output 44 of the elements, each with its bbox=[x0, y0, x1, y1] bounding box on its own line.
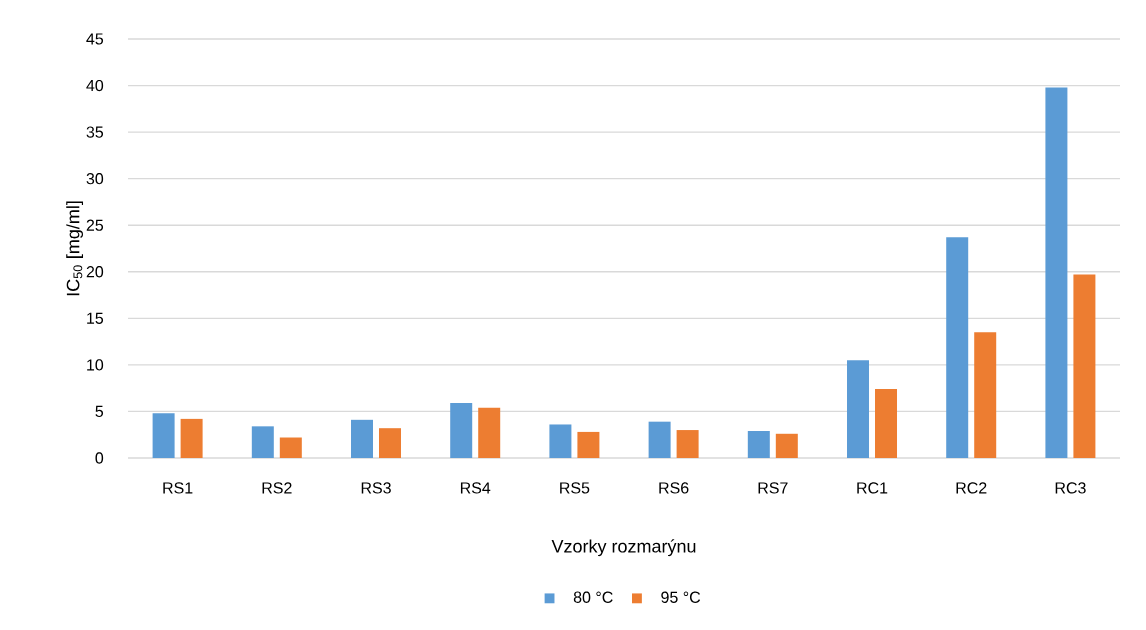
x-tick-label: RS6 bbox=[659, 482, 689, 494]
bar bbox=[279, 437, 302, 458]
y-tick-label: 30 bbox=[86, 173, 104, 185]
legend-label: 95 °C bbox=[661, 591, 701, 603]
legend-label: 80 °C bbox=[573, 591, 613, 603]
y-tick-label: 10 bbox=[87, 359, 104, 371]
bar bbox=[152, 413, 175, 458]
bar bbox=[251, 426, 274, 458]
x-tick-label: RS7 bbox=[758, 482, 788, 494]
y-tick-label: 5 bbox=[95, 405, 104, 417]
y-tick-label: 35 bbox=[86, 126, 104, 138]
bar bbox=[875, 389, 898, 458]
y-axis-title: IC$_{50}$ [mg/ml] bbox=[66, 201, 84, 296]
bar bbox=[847, 360, 870, 458]
y-tick-label: 0 bbox=[95, 452, 104, 464]
bar bbox=[549, 424, 572, 458]
x-tick-label: RC1 bbox=[857, 482, 888, 494]
x-tick-label: RS1 bbox=[163, 482, 193, 494]
y-tick-label: 40 bbox=[86, 79, 104, 92]
bar bbox=[747, 430, 770, 458]
bar bbox=[946, 237, 969, 458]
bar bbox=[180, 418, 203, 458]
bar bbox=[648, 421, 671, 458]
bar bbox=[478, 407, 501, 458]
x-tick-label: RC3 bbox=[1055, 482, 1086, 494]
bar bbox=[1045, 87, 1068, 458]
y-tick-label: 15 bbox=[87, 312, 104, 324]
y-tick-label: 25 bbox=[86, 219, 104, 231]
x-tick-label: RS2 bbox=[262, 482, 292, 494]
bar bbox=[379, 428, 402, 458]
bar bbox=[450, 403, 473, 458]
bar bbox=[1073, 274, 1096, 458]
bar bbox=[775, 433, 798, 458]
y-tick-label: 20 bbox=[86, 266, 104, 278]
x-tick-label: RS5 bbox=[560, 482, 590, 494]
bar bbox=[351, 419, 374, 458]
x-axis-title: Vzorky rozmarýnu bbox=[551, 539, 696, 557]
x-tick-label: RS4 bbox=[460, 482, 491, 494]
bar bbox=[577, 431, 600, 458]
y-tick-label: 45 bbox=[86, 33, 104, 45]
bar bbox=[974, 332, 997, 458]
x-tick-label: RC2 bbox=[956, 482, 987, 494]
bar bbox=[676, 430, 699, 458]
x-tick-label: RS3 bbox=[361, 482, 391, 494]
